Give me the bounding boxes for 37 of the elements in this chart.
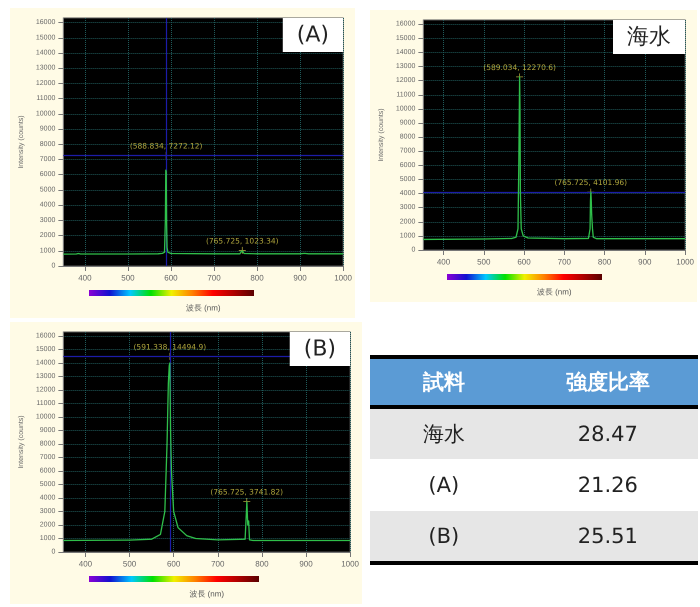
x-tick-label: 900	[293, 274, 308, 282]
x-tick-label: 800	[598, 258, 612, 266]
x-tick-label: 800	[250, 274, 264, 282]
x-axis-title: 波長 (nm)	[186, 304, 221, 312]
x-tick-label: 500	[477, 258, 491, 266]
category-label: 海水	[422, 421, 466, 448]
x-tick-label: 900	[638, 258, 652, 266]
line-series	[62, 362, 351, 542]
x-tick-label: 700	[211, 560, 225, 568]
x-tick-label: 1000	[334, 274, 353, 282]
chart-title: (A)	[296, 22, 330, 48]
x-tick-label: 800	[255, 560, 270, 568]
x-axis-title: 波長 (nm)	[536, 288, 572, 296]
x-tick-label: 400	[78, 274, 92, 282]
x-tick-label: 500	[121, 274, 136, 282]
x-tick-label: 900	[299, 560, 314, 568]
data-label: 28.47	[576, 421, 639, 448]
x-tick-label: 400	[78, 560, 93, 568]
x-tick-label: 1000	[341, 560, 360, 568]
data-label: 25.51	[576, 523, 639, 550]
chart-title: (B)	[304, 336, 336, 362]
x-tick-label: 600	[517, 258, 532, 266]
text: 強度比率	[564, 369, 651, 396]
data-label: 21.26	[576, 472, 639, 499]
x-tick-label: 600	[164, 274, 178, 282]
text: 試料	[422, 369, 466, 396]
x-tick-label: 700	[558, 258, 572, 266]
category-label: (A)	[427, 472, 460, 499]
chart-title: 海水	[627, 24, 671, 50]
category-label: (B)	[427, 523, 460, 550]
x-tick-label: 700	[207, 274, 222, 282]
x-tick-label: 1000	[676, 258, 695, 266]
line-series	[62, 169, 344, 255]
x-axis-title: 波長 (nm)	[189, 590, 224, 598]
x-tick-label: 400	[436, 258, 451, 266]
x-tick-label: 600	[166, 560, 181, 568]
x-tick-label: 500	[122, 560, 137, 568]
